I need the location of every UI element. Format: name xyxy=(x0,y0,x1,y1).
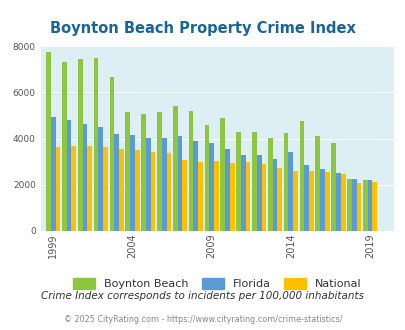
Bar xyxy=(277,168,281,231)
Bar xyxy=(346,179,351,231)
Bar xyxy=(351,179,356,231)
Bar xyxy=(55,148,60,231)
Bar xyxy=(87,146,92,231)
Bar xyxy=(145,138,150,231)
Bar xyxy=(130,135,134,231)
Bar xyxy=(292,171,297,231)
Bar xyxy=(245,162,250,231)
Bar xyxy=(241,154,245,231)
Bar xyxy=(193,141,198,231)
Bar xyxy=(51,117,55,231)
Bar xyxy=(94,58,98,231)
Bar xyxy=(209,143,213,231)
Bar xyxy=(371,182,376,231)
Bar xyxy=(150,152,155,231)
Bar xyxy=(229,163,234,231)
Bar xyxy=(46,52,51,231)
Legend: Boynton Beach, Florida, National: Boynton Beach, Florida, National xyxy=(68,274,365,294)
Bar xyxy=(261,164,266,231)
Bar xyxy=(125,112,130,231)
Bar xyxy=(166,153,171,231)
Bar xyxy=(157,113,161,231)
Bar xyxy=(356,183,360,231)
Bar xyxy=(213,161,218,231)
Bar xyxy=(78,59,82,231)
Bar xyxy=(161,138,166,231)
Bar xyxy=(98,127,103,231)
Bar xyxy=(308,171,313,231)
Bar xyxy=(256,155,261,231)
Bar xyxy=(236,132,241,231)
Text: © 2025 CityRating.com - https://www.cityrating.com/crime-statistics/: © 2025 CityRating.com - https://www.city… xyxy=(64,315,341,324)
Bar xyxy=(225,149,229,231)
Bar xyxy=(188,111,193,231)
Bar xyxy=(272,159,277,231)
Bar xyxy=(119,149,124,231)
Bar xyxy=(82,124,87,231)
Bar xyxy=(182,160,187,231)
Bar xyxy=(141,114,145,231)
Bar xyxy=(315,136,320,231)
Bar xyxy=(71,146,76,231)
Bar xyxy=(173,106,177,231)
Bar xyxy=(204,125,209,231)
Bar xyxy=(109,77,114,231)
Bar xyxy=(252,132,256,231)
Bar xyxy=(134,150,139,231)
Bar xyxy=(220,118,225,231)
Bar xyxy=(66,120,71,231)
Bar xyxy=(62,62,66,231)
Bar xyxy=(114,134,119,231)
Bar xyxy=(362,180,367,231)
Bar xyxy=(198,162,202,231)
Bar xyxy=(267,138,272,231)
Bar xyxy=(340,174,345,231)
Bar xyxy=(320,169,324,231)
Text: Boynton Beach Property Crime Index: Boynton Beach Property Crime Index xyxy=(50,21,355,36)
Bar xyxy=(304,165,308,231)
Bar xyxy=(283,133,288,231)
Bar xyxy=(330,144,335,231)
Bar xyxy=(299,121,304,231)
Text: Crime Index corresponds to incidents per 100,000 inhabitants: Crime Index corresponds to incidents per… xyxy=(41,291,364,301)
Bar xyxy=(367,181,371,231)
Bar xyxy=(288,152,292,231)
Bar xyxy=(103,148,108,231)
Bar xyxy=(335,173,340,231)
Bar xyxy=(177,136,182,231)
Bar xyxy=(324,172,329,231)
